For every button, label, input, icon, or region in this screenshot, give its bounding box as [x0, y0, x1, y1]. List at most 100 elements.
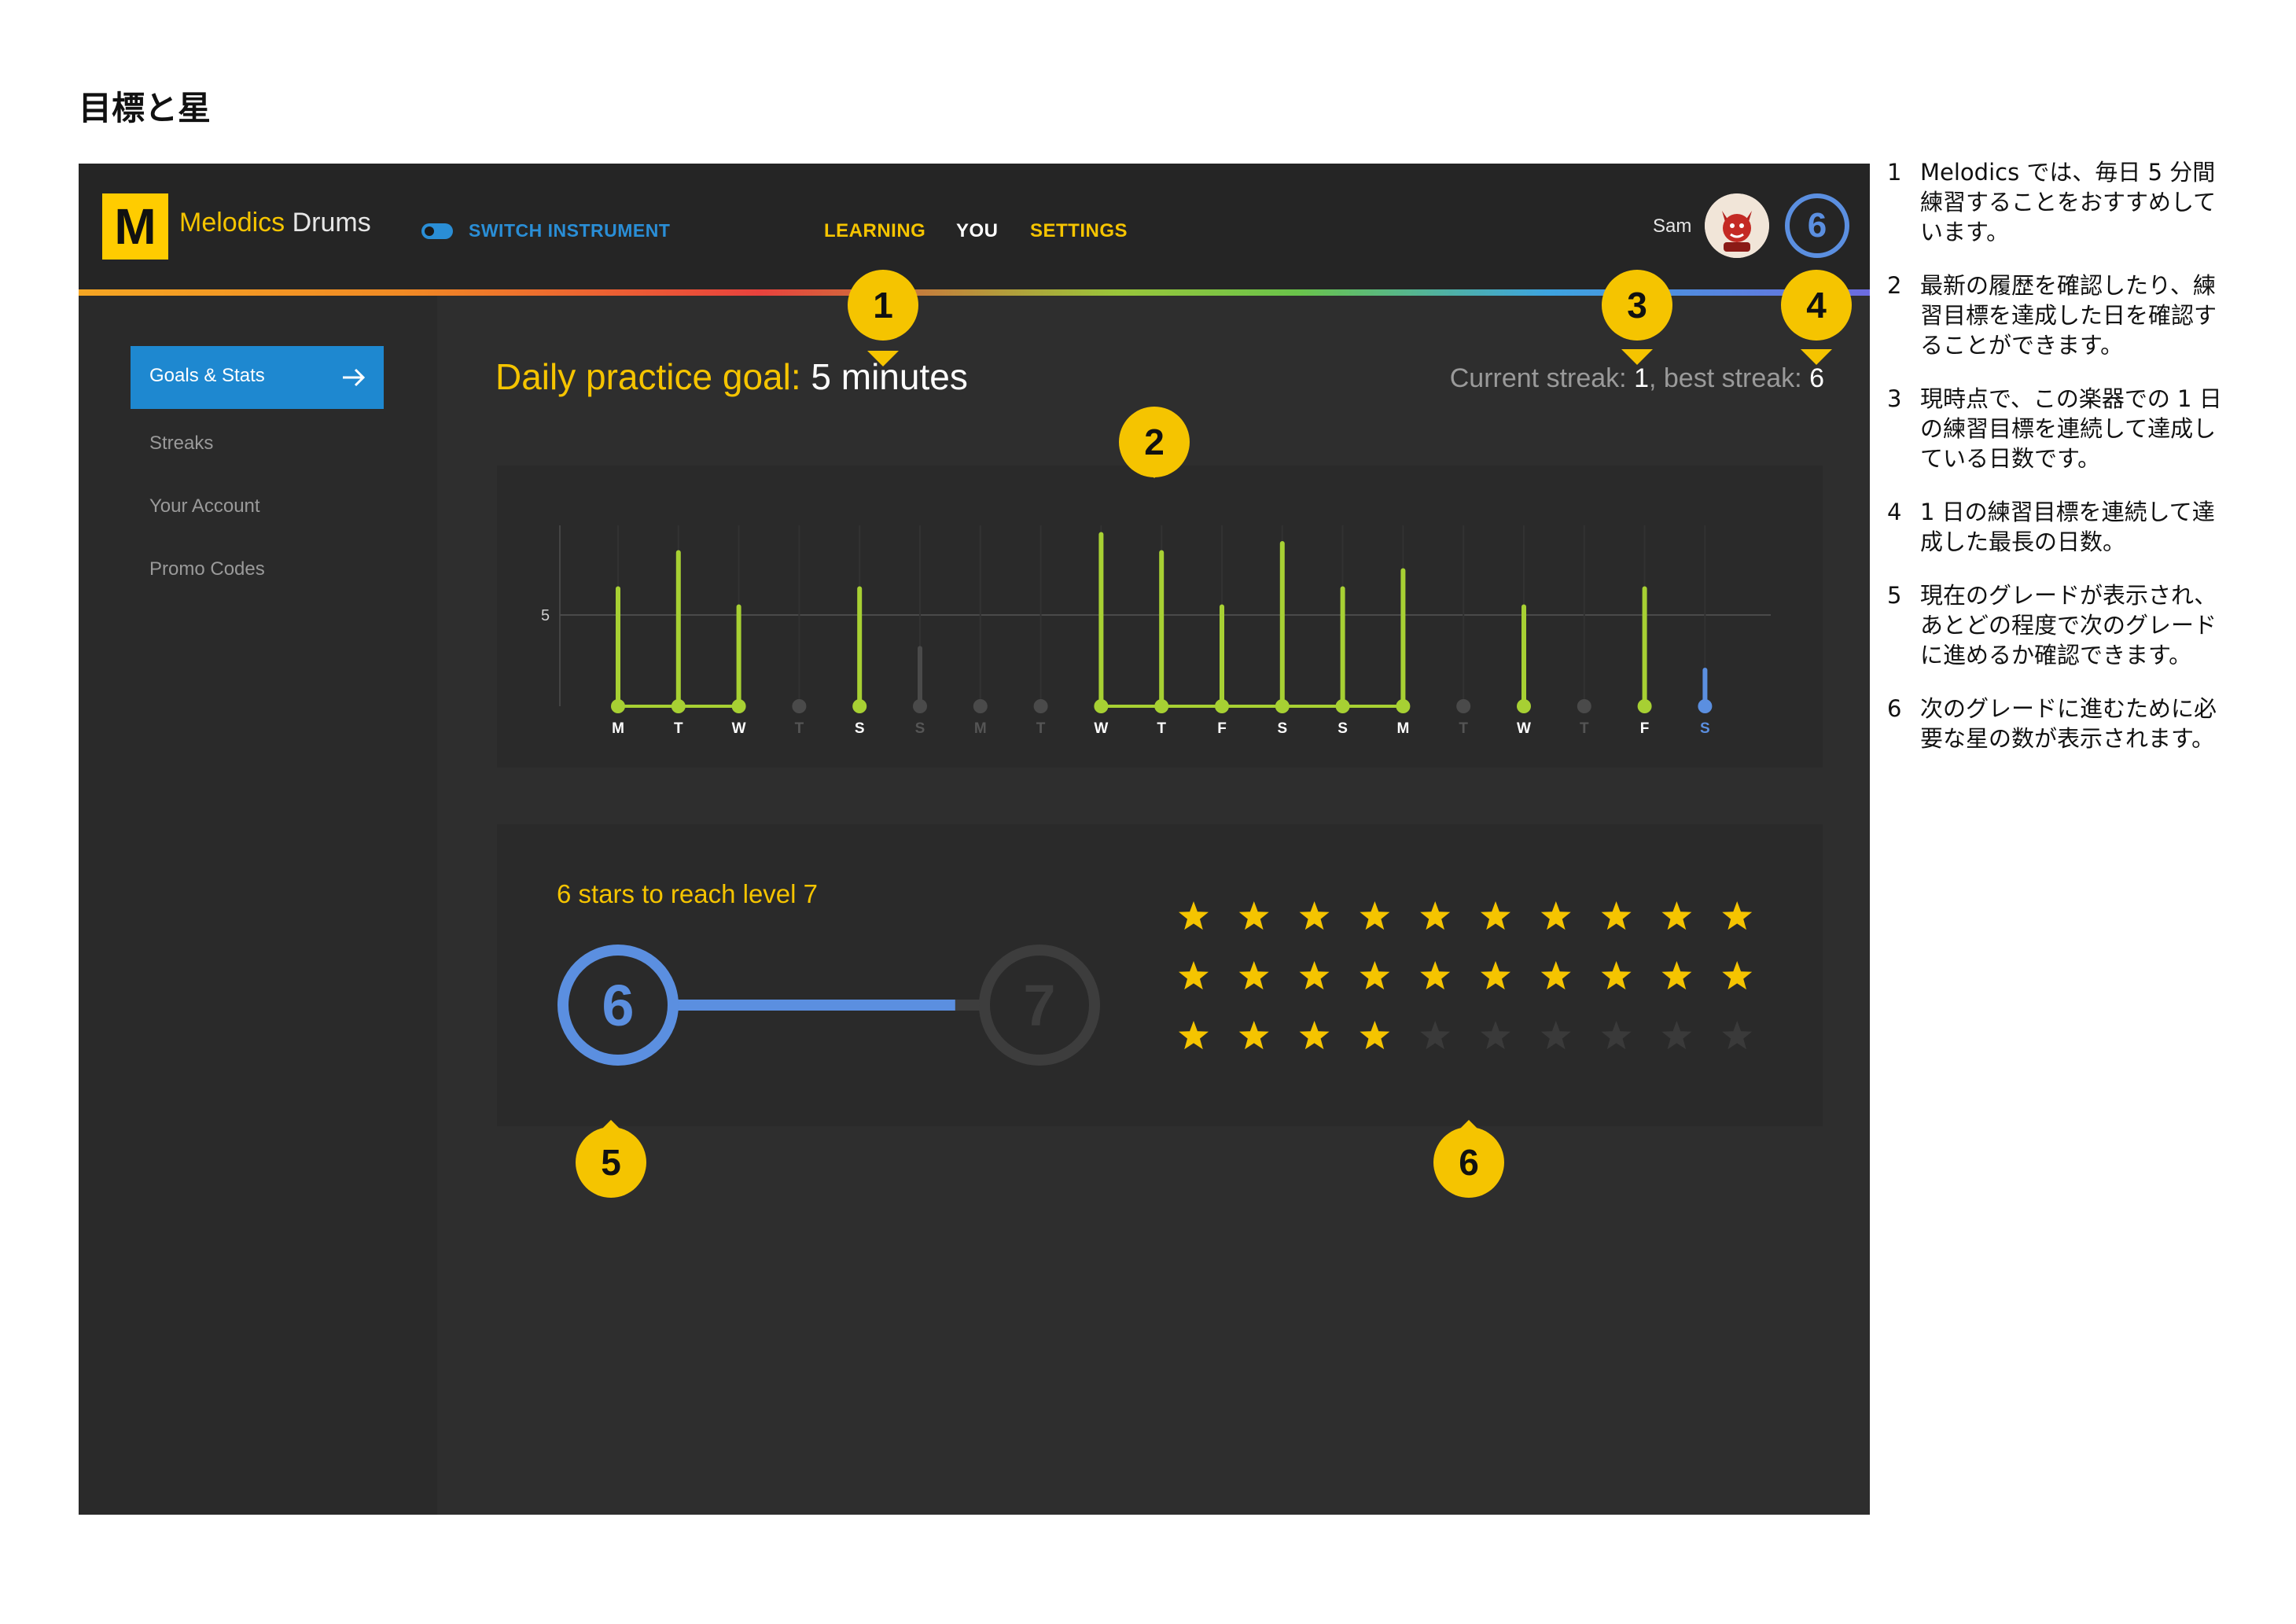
day-dot[interactable] — [792, 699, 807, 713]
day-label: T — [1580, 720, 1589, 737]
top-bar: M Melodics Drums SWITCH INSTRUMENT LEARN… — [79, 164, 1870, 289]
devil-avatar-icon — [1705, 193, 1769, 258]
nav-settings[interactable]: SETTINGS — [1030, 220, 1128, 241]
switch-instrument-toggle-icon[interactable] — [421, 223, 453, 239]
day-label: M — [1396, 720, 1409, 737]
day-dot[interactable] — [731, 699, 746, 713]
day-label: S — [915, 720, 925, 737]
y-tick-label: 5 — [541, 607, 550, 624]
note-item: 1 Melodics では、毎日 5 分間練習することをおすすめしています。 — [1887, 157, 2233, 247]
star-icon — [1360, 961, 1390, 990]
current-streak-value: 1 — [1634, 363, 1649, 393]
nav-you[interactable]: YOU — [956, 220, 999, 241]
day-label: M — [974, 720, 987, 737]
day-dot[interactable] — [852, 699, 867, 713]
day-label: T — [795, 720, 804, 737]
page-heading: 目標と星 — [79, 89, 212, 127]
callout-number: 2 — [1144, 422, 1165, 462]
star-icon — [1420, 1021, 1451, 1050]
star-icon — [1420, 961, 1451, 990]
note-item: 3 現時点で、この楽器での 1 日の練習目標を連続して達成している日数です。 — [1887, 384, 2233, 473]
note-text: Melodics では、毎日 5 分間練習することをおすすめしています。 — [1920, 159, 2217, 245]
day-dot[interactable] — [1577, 699, 1591, 713]
practice-history-panel: 5 M T W T S S M T W T F S S M T W T F S — [497, 466, 1823, 768]
star-icon — [1540, 961, 1571, 990]
note-text: 最新の履歴を確認したり、練習目標を達成した日を確認することができます。 — [1920, 272, 2217, 359]
day-label: W — [732, 720, 746, 737]
callout-number: 4 — [1806, 285, 1827, 326]
daily-goal-label: Daily practice goal: — [495, 356, 801, 397]
star-icon — [1661, 1021, 1692, 1050]
streak-summary: Current streak: 1, best streak: 6 — [1450, 363, 1824, 394]
day-dot[interactable] — [1154, 699, 1169, 713]
callout-markers: 1 2 3 4 5 6 — [576, 270, 1852, 1198]
day-label: S — [1700, 720, 1710, 737]
note-text: 現在のグレードが表示され、あとどの程度で次のグレードに進めるか確認できます。 — [1920, 582, 2217, 668]
note-number: 5 — [1887, 582, 1902, 609]
note-item: 4 1 日の練習目標を連続して達成した最長の日数。 — [1887, 497, 2233, 557]
note-text: 次のグレードに進むために必要な星の数が表示されます。 — [1920, 695, 2217, 752]
day-dot[interactable] — [1335, 699, 1350, 713]
day-label: T — [1036, 720, 1046, 737]
day-dot[interactable] — [1094, 699, 1109, 713]
user-level-badge[interactable]: 6 — [1785, 193, 1849, 258]
day-dot[interactable] — [611, 699, 625, 713]
day-dot[interactable] — [671, 699, 686, 713]
star-icon — [1299, 961, 1330, 990]
day-label: T — [1459, 720, 1468, 737]
star-icon — [1661, 961, 1692, 990]
day-label: T — [674, 720, 683, 737]
day-label: S — [855, 720, 865, 737]
day-dot[interactable] — [913, 699, 927, 713]
sidebar-item-goals-stats[interactable]: Goals & Stats — [131, 346, 384, 409]
day-dot[interactable] — [1456, 699, 1471, 713]
sidebar-item-streaks[interactable]: Streaks — [149, 433, 214, 454]
day-label: T — [1157, 720, 1166, 737]
brand-secondary: Drums — [292, 208, 371, 238]
day-label: S — [1337, 720, 1348, 737]
note-number: 4 — [1887, 499, 1902, 525]
note-number: 6 — [1887, 695, 1902, 722]
note-number: 1 — [1887, 159, 1902, 186]
star-icon — [1601, 1021, 1632, 1050]
star-icon — [1722, 961, 1753, 990]
star-icon — [1481, 961, 1510, 990]
callout-marker-5: 5 — [576, 1120, 646, 1198]
star-icon — [1722, 901, 1753, 930]
star-icon — [1601, 901, 1632, 930]
nav-learning[interactable]: LEARNING — [824, 220, 926, 241]
sidebar-item-your-account[interactable]: Your Account — [149, 495, 260, 517]
star-icon — [1481, 901, 1510, 930]
star-icon — [1179, 901, 1209, 930]
current-level-circle — [557, 945, 679, 1066]
melodics-logo[interactable]: M — [102, 193, 168, 260]
star-icon — [1420, 901, 1451, 930]
day-dot[interactable] — [1215, 699, 1229, 713]
day-dot[interactable] — [1637, 699, 1652, 713]
app-window: M Melodics Drums SWITCH INSTRUMENT LEARN… — [79, 164, 1870, 1515]
day-label: S — [1277, 720, 1287, 737]
star-icon — [1540, 1021, 1571, 1050]
callout-marker-4: 4 — [1781, 270, 1852, 365]
day-dot[interactable] — [973, 699, 988, 713]
avatar[interactable] — [1705, 193, 1769, 258]
day-dot[interactable] — [1517, 699, 1531, 713]
switch-instrument-button[interactable]: SWITCH INSTRUMENT — [469, 220, 671, 241]
star-icon — [1661, 901, 1692, 930]
callout-number: 1 — [873, 285, 893, 326]
current-level-number: 6 — [602, 973, 634, 1038]
user-name[interactable]: Sam — [1653, 215, 1692, 237]
star-icon — [1299, 901, 1330, 930]
star-icon — [1238, 961, 1269, 990]
star-icon — [1238, 1021, 1269, 1050]
sidebar-item-promo-codes[interactable]: Promo Codes — [149, 558, 265, 580]
day-dot[interactable] — [1033, 699, 1048, 713]
note-item: 2 最新の履歴を確認したり、練習目標を達成した日を確認することができます。 — [1887, 271, 2233, 360]
stars-to-next-level: 6 stars to reach level 7 — [557, 879, 818, 908]
day-dot[interactable] — [1698, 699, 1713, 713]
day-label: W — [1094, 720, 1108, 737]
day-dot[interactable] — [1275, 699, 1290, 713]
day-dot[interactable] — [1396, 699, 1411, 713]
rainbow-divider — [79, 289, 1870, 296]
next-level-number: 7 — [1023, 973, 1055, 1038]
